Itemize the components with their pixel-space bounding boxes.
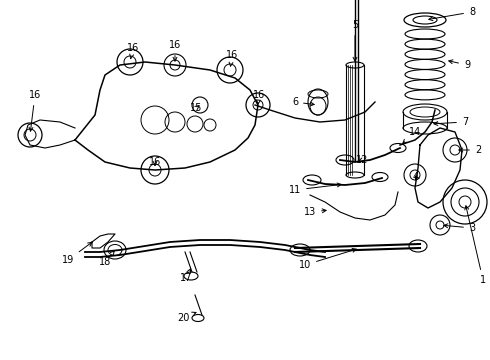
Ellipse shape xyxy=(372,172,388,181)
Text: 20: 20 xyxy=(177,312,196,323)
Circle shape xyxy=(443,138,467,162)
Circle shape xyxy=(18,123,42,147)
Ellipse shape xyxy=(410,107,440,117)
Text: 18: 18 xyxy=(99,251,114,267)
Text: 5: 5 xyxy=(352,20,358,61)
Circle shape xyxy=(117,49,143,75)
Circle shape xyxy=(217,57,243,83)
Text: 10: 10 xyxy=(299,248,356,270)
Text: 6: 6 xyxy=(292,97,314,107)
Circle shape xyxy=(164,54,186,76)
Ellipse shape xyxy=(303,175,321,185)
Text: 7: 7 xyxy=(434,117,468,127)
Text: 16: 16 xyxy=(29,90,41,131)
Circle shape xyxy=(246,93,270,117)
Text: 14: 14 xyxy=(403,127,421,143)
Text: 13: 13 xyxy=(304,207,326,217)
Text: 11: 11 xyxy=(289,183,341,195)
Circle shape xyxy=(430,215,450,235)
Circle shape xyxy=(404,164,426,186)
Text: 19: 19 xyxy=(62,242,92,265)
Text: 8: 8 xyxy=(429,7,475,21)
Text: 4: 4 xyxy=(413,172,419,182)
Ellipse shape xyxy=(104,241,126,259)
Text: 16: 16 xyxy=(226,50,238,66)
Text: 16: 16 xyxy=(149,157,161,167)
Circle shape xyxy=(141,156,169,184)
Text: 15: 15 xyxy=(190,103,202,113)
Ellipse shape xyxy=(403,104,447,120)
Text: 16: 16 xyxy=(169,40,181,61)
Ellipse shape xyxy=(390,144,406,153)
Text: 9: 9 xyxy=(449,60,470,70)
Text: 2: 2 xyxy=(459,145,481,155)
Text: 17: 17 xyxy=(180,269,192,283)
Circle shape xyxy=(443,180,487,224)
Text: 3: 3 xyxy=(444,223,475,233)
Ellipse shape xyxy=(413,16,437,24)
Ellipse shape xyxy=(409,240,427,252)
Text: 12: 12 xyxy=(356,155,368,165)
Ellipse shape xyxy=(290,244,310,256)
Text: 16: 16 xyxy=(253,90,265,104)
Ellipse shape xyxy=(336,155,354,165)
Text: 16: 16 xyxy=(127,43,139,59)
Ellipse shape xyxy=(404,13,446,27)
Text: 1: 1 xyxy=(465,206,486,285)
